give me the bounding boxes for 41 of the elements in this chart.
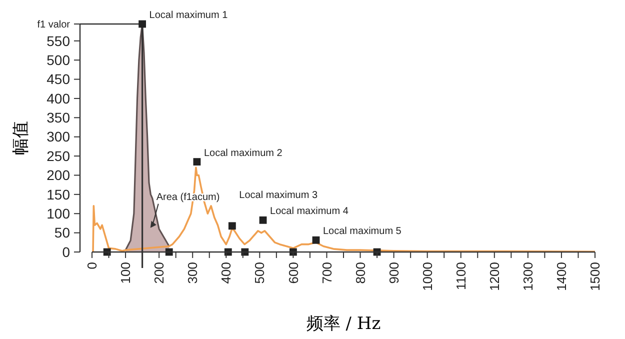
y-axis-title: 幅值	[11, 121, 31, 155]
x-tick-label: 800	[352, 262, 368, 284]
annotation: Local maximum 2	[204, 148, 283, 159]
point	[228, 222, 236, 230]
x-tick-label: 300	[185, 262, 200, 284]
x-tick-label: 500	[252, 262, 268, 284]
y-tick-label: f1 valor	[37, 20, 71, 30]
y-tick-label: 50	[54, 224, 70, 241]
point	[138, 20, 146, 28]
point	[193, 158, 201, 166]
x-tick-label: 1500	[588, 262, 603, 291]
x-tick-label: 400	[218, 262, 234, 284]
x-axis-title: 频率 / Hz	[306, 314, 381, 334]
x-tick-label: 1400	[554, 262, 570, 291]
annotation: Local maximum 5	[323, 226, 402, 238]
point	[259, 216, 267, 224]
x-tick-label: 600	[286, 262, 301, 284]
annotation: Local maximum 1	[149, 10, 228, 21]
point	[312, 236, 320, 244]
x-tick-label: 900	[386, 262, 402, 284]
y-tick-label: 350	[46, 110, 70, 126]
x-tick-label: 1000	[420, 262, 435, 291]
y-tick-label: 300	[46, 128, 70, 145]
y-tick-label: 100	[46, 206, 70, 222]
y-tick-label: 200	[46, 167, 70, 184]
x-tick-label: 100	[118, 262, 134, 284]
y-tick-label: 0	[62, 244, 70, 260]
x-tick-label: 1300	[520, 262, 536, 291]
annotation: Local maximum 4	[270, 206, 349, 218]
x-tick-label: 1100	[453, 262, 468, 290]
y-tick-label: 250	[46, 148, 70, 164]
y-tick-label: 450	[46, 71, 70, 88]
y-tick-label: 550	[46, 32, 70, 49]
x-tick-label: 200	[152, 262, 167, 284]
x-tick-label: 1200	[486, 262, 502, 291]
x-tick-label: 700	[319, 262, 334, 284]
y-tick-label: 400	[46, 90, 70, 106]
x-tick-label: 0	[84, 262, 100, 270]
y-tick-label: 500	[46, 52, 70, 68]
annotation: Local maximum 3	[239, 190, 318, 201]
y-tick-label: 150	[46, 186, 70, 202]
